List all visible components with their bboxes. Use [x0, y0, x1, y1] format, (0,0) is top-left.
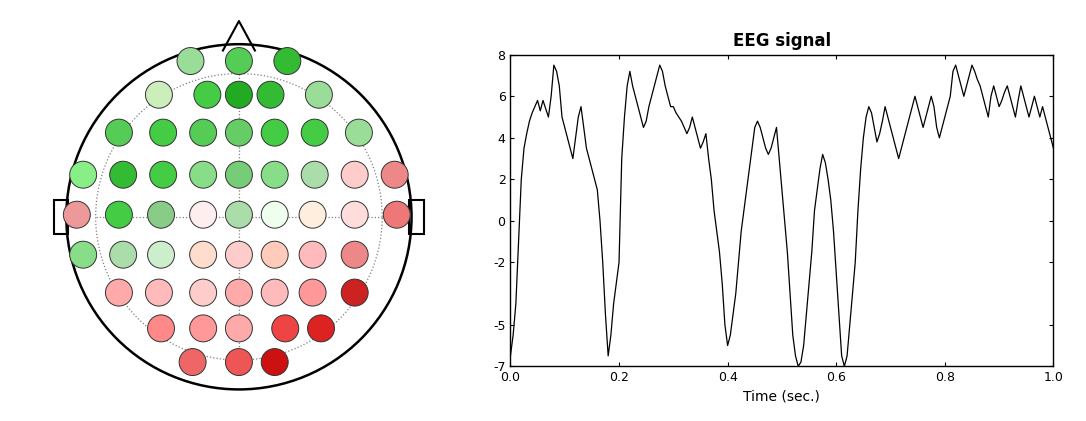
Circle shape: [341, 201, 368, 228]
Circle shape: [150, 119, 177, 146]
Circle shape: [226, 315, 252, 342]
Circle shape: [63, 201, 90, 228]
Circle shape: [257, 81, 283, 108]
Circle shape: [307, 315, 334, 342]
Circle shape: [110, 241, 137, 268]
Circle shape: [190, 279, 216, 306]
X-axis label: Time (sec.): Time (sec.): [744, 390, 820, 404]
Circle shape: [262, 349, 288, 376]
Circle shape: [148, 315, 175, 342]
Circle shape: [226, 349, 252, 376]
Circle shape: [299, 201, 326, 228]
Circle shape: [341, 161, 368, 188]
Circle shape: [383, 201, 411, 228]
Circle shape: [262, 201, 288, 228]
Circle shape: [148, 241, 175, 268]
Circle shape: [226, 161, 252, 188]
Bar: [53, 200, 68, 234]
Circle shape: [194, 81, 220, 108]
Circle shape: [70, 241, 97, 268]
Circle shape: [301, 161, 328, 188]
Circle shape: [299, 279, 326, 306]
Circle shape: [146, 81, 173, 108]
Circle shape: [305, 81, 332, 108]
Circle shape: [190, 315, 216, 342]
Circle shape: [190, 241, 216, 268]
Circle shape: [341, 241, 368, 268]
Circle shape: [381, 161, 408, 188]
Circle shape: [148, 201, 175, 228]
Circle shape: [226, 241, 252, 268]
Circle shape: [105, 119, 132, 146]
Circle shape: [262, 119, 288, 146]
Circle shape: [110, 161, 137, 188]
Bar: [409, 200, 425, 234]
Circle shape: [274, 48, 301, 75]
Circle shape: [345, 119, 372, 146]
Circle shape: [190, 161, 216, 188]
Circle shape: [226, 201, 252, 228]
Circle shape: [226, 279, 252, 306]
Circle shape: [226, 81, 252, 108]
Circle shape: [146, 279, 173, 306]
Circle shape: [301, 119, 328, 146]
Circle shape: [190, 201, 216, 228]
Circle shape: [179, 349, 206, 376]
Circle shape: [341, 279, 368, 306]
Circle shape: [299, 241, 326, 268]
Circle shape: [272, 315, 299, 342]
Circle shape: [177, 48, 204, 75]
Circle shape: [226, 48, 252, 75]
Circle shape: [105, 279, 132, 306]
Circle shape: [105, 201, 132, 228]
Circle shape: [70, 161, 97, 188]
Circle shape: [262, 241, 288, 268]
Circle shape: [190, 119, 216, 146]
Circle shape: [150, 161, 177, 188]
Title: EEG signal: EEG signal: [733, 32, 831, 51]
Circle shape: [262, 279, 288, 306]
Circle shape: [226, 119, 252, 146]
Circle shape: [262, 161, 288, 188]
